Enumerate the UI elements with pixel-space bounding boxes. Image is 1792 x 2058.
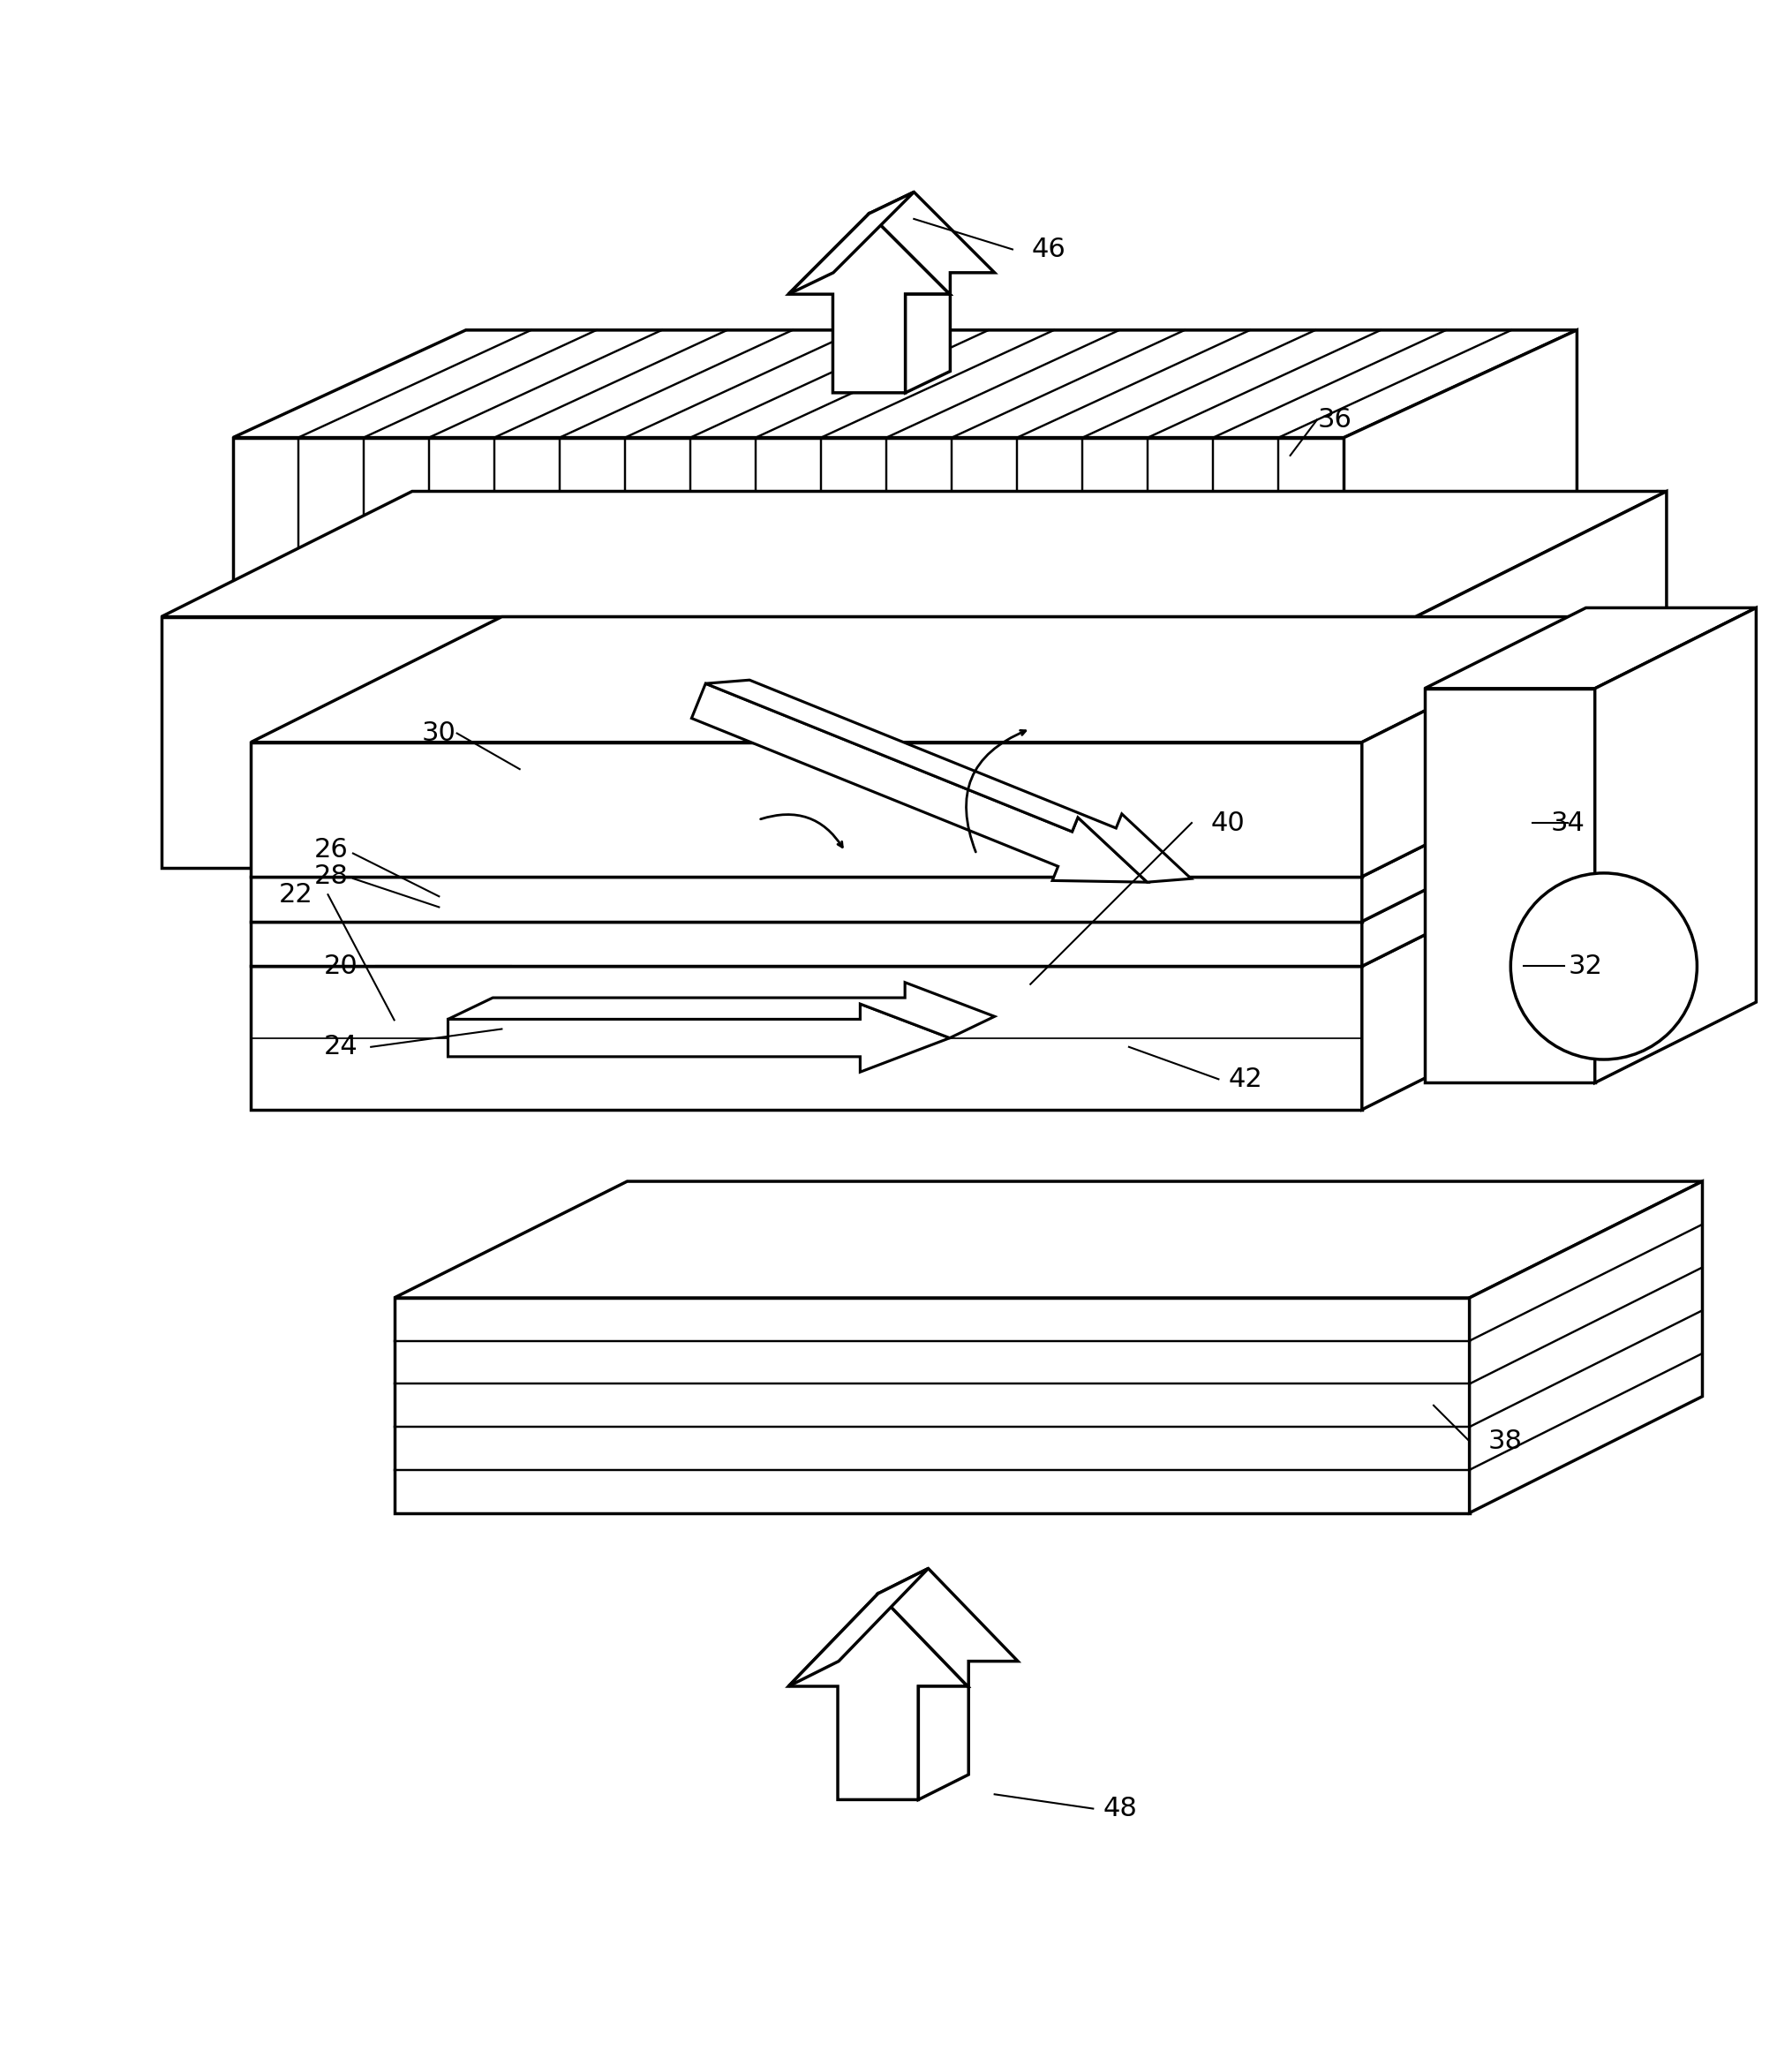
Polygon shape [448,1004,950,1072]
Polygon shape [161,492,1667,617]
Polygon shape [394,1181,1702,1299]
Polygon shape [1362,751,1613,922]
Polygon shape [161,617,1416,868]
Polygon shape [1595,607,1756,1083]
Polygon shape [233,438,1344,617]
Polygon shape [251,796,1613,922]
Text: 36: 36 [1317,407,1353,432]
Polygon shape [233,329,1577,438]
Text: 32: 32 [1568,953,1604,980]
Text: 48: 48 [1102,1797,1138,1821]
Polygon shape [788,214,950,393]
Text: 26: 26 [314,838,349,862]
Text: 46: 46 [1030,237,1066,261]
Text: 24: 24 [323,1033,358,1060]
Polygon shape [251,617,1613,743]
Polygon shape [1416,492,1667,868]
Text: 42: 42 [1228,1066,1263,1093]
Polygon shape [251,842,1613,967]
Text: 38: 38 [1487,1428,1523,1455]
Polygon shape [1469,1181,1702,1513]
Text: 28: 28 [314,864,349,889]
Polygon shape [448,982,995,1037]
Polygon shape [1425,607,1756,689]
Polygon shape [1362,617,1613,877]
Polygon shape [788,1593,968,1799]
Polygon shape [706,679,1192,883]
Polygon shape [878,1568,1018,1799]
Polygon shape [394,1299,1469,1513]
Text: 22: 22 [278,881,314,908]
Text: 40: 40 [1210,811,1245,836]
Polygon shape [692,683,1147,883]
Polygon shape [251,877,1362,922]
Text: 34: 34 [1550,811,1586,836]
Polygon shape [251,751,1613,877]
Polygon shape [788,191,914,294]
Polygon shape [869,191,995,393]
Text: 20: 20 [323,953,358,980]
Polygon shape [251,922,1362,967]
Polygon shape [251,743,1362,877]
Polygon shape [251,967,1362,1109]
Polygon shape [1362,796,1613,967]
Text: 30: 30 [421,720,457,747]
Polygon shape [788,1568,928,1686]
Circle shape [1511,873,1697,1060]
Polygon shape [1362,842,1613,1109]
Polygon shape [1425,689,1595,1083]
Polygon shape [1344,329,1577,617]
